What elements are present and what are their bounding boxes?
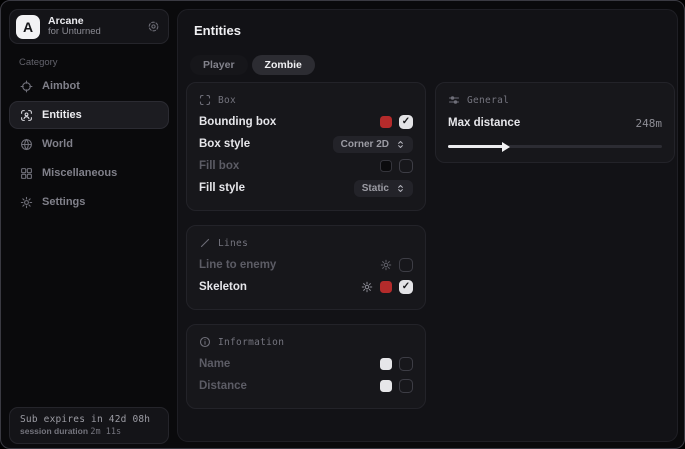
- brand-card: A Arcane for Unturned: [9, 9, 169, 44]
- line-to-enemy-checkbox[interactable]: [399, 258, 413, 272]
- card-general: General Max distance 248m: [435, 82, 675, 163]
- globe-icon: [20, 138, 33, 151]
- sidebar-item-label: Settings: [42, 196, 86, 208]
- distance-checkbox[interactable]: [399, 379, 413, 393]
- entities-scan-icon: [20, 109, 33, 122]
- card-title: General: [467, 94, 510, 106]
- sidebar-item-label: Entities: [42, 109, 82, 121]
- color-swatch-white[interactable]: [380, 358, 392, 370]
- brand-subtitle: for Unturned: [48, 26, 101, 38]
- row-box-style: Box style Corner 2D: [199, 133, 413, 155]
- page-title: Entities: [194, 23, 241, 38]
- brand-logo: A: [16, 14, 40, 39]
- slider-thumb[interactable]: [501, 141, 510, 152]
- sidebar-item-miscellaneous[interactable]: Miscellaneous: [9, 159, 169, 187]
- select-chevrons-icon: [396, 140, 405, 149]
- crosshair-icon: [20, 80, 33, 93]
- card-title: Information: [218, 336, 285, 348]
- card-lines: Lines Line to enemy: [186, 225, 426, 310]
- main-panel: Entities Player Zombie Box Bounding box: [177, 9, 678, 442]
- sync-icon[interactable]: [147, 20, 160, 33]
- row-label: Fill style: [199, 182, 246, 194]
- sidebar-item-world[interactable]: World: [9, 130, 169, 158]
- card-information: Information Name Distance: [186, 324, 426, 409]
- sidebar-item-label: Miscellaneous: [42, 167, 118, 179]
- card-general-header: General: [448, 92, 662, 108]
- info-icon: [199, 336, 211, 348]
- max-distance-label: Max distance: [448, 117, 521, 129]
- row-max-distance: Max distance 248m: [448, 112, 662, 134]
- tab-zombie[interactable]: Zombie: [251, 55, 315, 75]
- brand-name: Arcane: [48, 15, 84, 27]
- row-line-to-enemy: Line to enemy: [199, 254, 413, 276]
- name-checkbox[interactable]: [399, 357, 413, 371]
- card-lines-header: Lines: [199, 235, 413, 251]
- diagonal-line-icon: [199, 237, 211, 249]
- row-distance: Distance: [199, 375, 413, 397]
- card-box-header: Box: [199, 92, 413, 108]
- fill-style-dropdown[interactable]: Static: [353, 179, 413, 197]
- color-swatch-red[interactable]: [380, 281, 392, 293]
- box-style-value: Corner 2D: [340, 138, 389, 150]
- sliders-icon: [448, 94, 460, 106]
- row-label: Line to enemy: [199, 259, 277, 271]
- session-duration-text: session duration 2m 11s: [20, 426, 158, 437]
- color-swatch-black[interactable]: [380, 160, 392, 172]
- session-duration-label: session duration: [20, 426, 89, 436]
- row-label: Distance: [199, 380, 247, 392]
- config-gear-icon[interactable]: [361, 281, 373, 293]
- box-style-dropdown[interactable]: Corner 2D: [332, 135, 413, 153]
- row-fill-box: Fill box: [199, 155, 413, 177]
- row-label: Box style: [199, 138, 251, 150]
- card-title: Box: [218, 94, 237, 106]
- row-skeleton: Skeleton: [199, 276, 413, 298]
- row-bounding-box: Bounding box: [199, 111, 413, 133]
- row-label: Skeleton: [199, 281, 247, 293]
- tab-player[interactable]: Player: [190, 55, 248, 75]
- box-corners-icon: [199, 94, 211, 106]
- fill-box-checkbox[interactable]: [399, 159, 413, 173]
- tabs: Player Zombie: [190, 55, 315, 75]
- row-label: Bounding box: [199, 116, 277, 128]
- config-gear-icon[interactable]: [380, 259, 392, 271]
- max-distance-slider-fill: [448, 145, 504, 148]
- session-duration-value: 2m 11s: [90, 427, 122, 437]
- row-label: Name: [199, 358, 231, 370]
- right-column: General Max distance 248m: [435, 82, 675, 163]
- subscription-card: Sub expires in 42d 08h session duration …: [9, 407, 169, 444]
- sidebar: A Arcane for Unturned Category Aimbot: [1, 1, 177, 448]
- sidebar-nav: Aimbot Entities World: [9, 72, 169, 216]
- bounding-box-checkbox[interactable]: [399, 115, 413, 129]
- color-swatch-white[interactable]: [380, 380, 392, 392]
- sidebar-item-aimbot[interactable]: Aimbot: [9, 72, 169, 100]
- sidebar-item-label: Aimbot: [42, 80, 80, 92]
- color-swatch-red[interactable]: [380, 116, 392, 128]
- row-fill-style: Fill style Static: [199, 177, 413, 199]
- max-distance-value: 248m: [635, 116, 663, 130]
- select-chevrons-icon: [396, 184, 405, 193]
- sidebar-item-settings[interactable]: Settings: [9, 188, 169, 216]
- sidebar-item-entities[interactable]: Entities: [9, 101, 169, 129]
- sub-expires-text: Sub expires in 42d 08h: [20, 414, 151, 425]
- max-distance-slider[interactable]: [448, 141, 662, 152]
- category-label: Category: [19, 57, 58, 68]
- row-name: Name: [199, 353, 413, 375]
- sidebar-item-label: World: [42, 138, 73, 150]
- card-title: Lines: [218, 237, 249, 249]
- gear-icon: [20, 196, 33, 209]
- skeleton-checkbox[interactable]: [399, 280, 413, 294]
- brand-text: Arcane for Unturned: [48, 15, 139, 38]
- fill-style-value: Static: [361, 182, 389, 194]
- card-box: Box Bounding box Box style Corner 2D: [186, 82, 426, 211]
- card-information-header: Information: [199, 334, 413, 350]
- left-column: Box Bounding box Box style Corner 2D: [186, 82, 426, 409]
- row-label: Fill box: [199, 160, 240, 172]
- slider-track: [448, 145, 662, 148]
- grid-icon: [20, 167, 33, 180]
